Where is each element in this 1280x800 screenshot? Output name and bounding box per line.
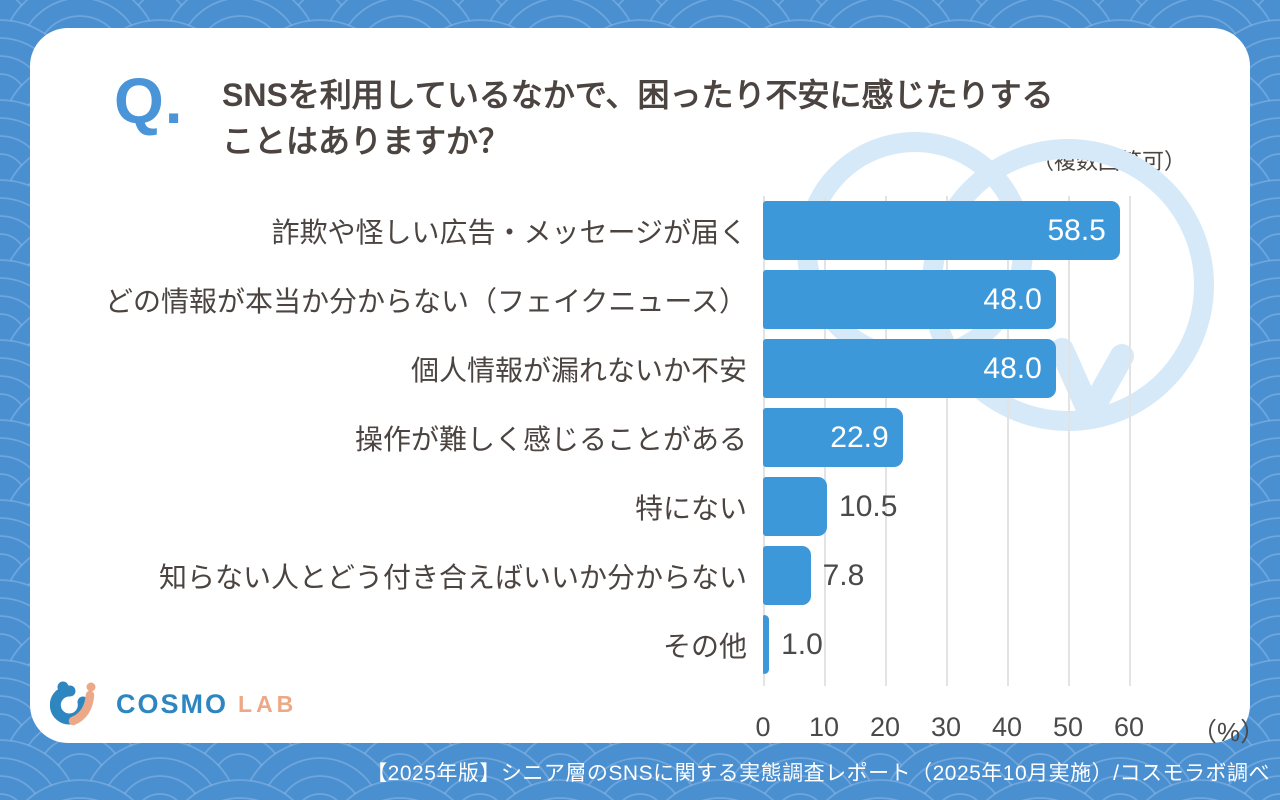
content-card: Q. SNSを利用しているなかで、困ったり不安に感じたりする ことはありますか？… [30, 28, 1266, 747]
bar-track: 1.0 [763, 615, 1250, 674]
gridline [1007, 196, 1009, 686]
chart-row: その他 1.0 [30, 615, 1250, 674]
footer-source-text: 【2025年版】シニア層のSNSに関する実態調査レポート（2025年10月実施）… [366, 762, 1270, 785]
category-label: その他 [662, 630, 747, 662]
title-line-1: SNSを利用しているなかで、困ったり不安に感じたりする [222, 77, 1054, 113]
bar-track: 22.9 [763, 408, 1250, 467]
logo-text-cosmo: COSMO [116, 688, 229, 719]
category-label: 操作が難しく感じることがある [354, 423, 747, 455]
value-label: 1.0 [781, 627, 823, 661]
cosmo-lab-logo: COSMO LAB [50, 678, 297, 730]
chart-row: どの情報が本当か分からない（フェイクニュース） 48.0 [30, 270, 1250, 329]
chart-row: 特にない 10.5 [30, 477, 1250, 536]
question-mark-label: Q. [114, 65, 184, 137]
value-label: 58.5 [1047, 213, 1106, 247]
bar: 48.0 [763, 270, 1056, 329]
x-tick-label: 10 [808, 712, 840, 742]
bar-track: 48.0 [763, 339, 1250, 398]
cosmo-lab-logo-icon [50, 681, 96, 726]
gridline [1068, 196, 1070, 686]
gridline [946, 196, 948, 686]
category-label: 詐欺や怪しい広告・メッセージが届く [271, 216, 747, 248]
bar: 58.5 [763, 201, 1120, 260]
bar-track: 10.5 [763, 477, 1250, 536]
bar [763, 546, 811, 605]
bar [763, 477, 828, 536]
x-tick-label: 30 [930, 712, 962, 742]
bar-chart: 詐欺や怪しい広告・メッセージが届く 58.5 どの情報が本当か分からない（フェイクニ… [30, 28, 1266, 747]
bar-track: 58.5 [763, 201, 1250, 260]
x-axis-unit-label: （%） [1191, 717, 1267, 747]
category-label: どの情報が本当か分からない（フェイクニュース） [104, 285, 747, 317]
chart-row: 個人情報が漏れないか不安 48.0 [30, 339, 1250, 398]
bar: 48.0 [763, 339, 1056, 398]
bar: 22.9 [763, 408, 903, 467]
x-tick-label: 50 [1052, 712, 1084, 742]
x-tick-label: 60 [1113, 712, 1145, 742]
bar [763, 615, 770, 674]
chart-row: 操作が難しく感じることがある 22.9 [30, 408, 1250, 467]
value-label: 7.8 [822, 558, 865, 592]
chart-rows: 詐欺や怪しい広告・メッセージが届く 58.5 どの情報が本当か分からない（フェイクニ… [30, 201, 1250, 684]
category-label: 個人情報が漏れないか不安 [410, 354, 747, 386]
value-label: 10.5 [839, 489, 898, 523]
value-label: 48.0 [983, 351, 1042, 385]
x-tick-label: 0 [755, 712, 771, 742]
category-label: 知らない人とどう付き合えばいいか分からない [158, 561, 747, 593]
footer: 【2025年版】シニア層のSNSに関する実態調査レポート（2025年10月実施）… [0, 757, 1270, 787]
x-tick-label: 20 [869, 712, 901, 742]
category-label: 特にない [634, 492, 747, 524]
logo-text-lab: LAB [238, 690, 298, 717]
gridline [1129, 196, 1131, 686]
title-line-2: ことはありますか？ [222, 123, 511, 160]
bar-track: 7.8 [763, 546, 1250, 605]
chart-row: 詐欺や怪しい広告・メッセージが届く 58.5 [30, 201, 1250, 260]
chart-row: 知らない人とどう付き合えばいいか分からない 7.8 [30, 546, 1250, 605]
page-title: SNSを利用しているなかで、困ったり不安に感じたりする ことはありますか？ [222, 72, 1172, 165]
x-tick-label: 40 [991, 712, 1023, 742]
value-label: 48.0 [983, 282, 1042, 316]
x-axis: （%） 0 10 20 30 40 50 60 [30, 712, 1266, 747]
bar-track: 48.0 [763, 270, 1250, 329]
value-label: 22.9 [830, 420, 889, 454]
